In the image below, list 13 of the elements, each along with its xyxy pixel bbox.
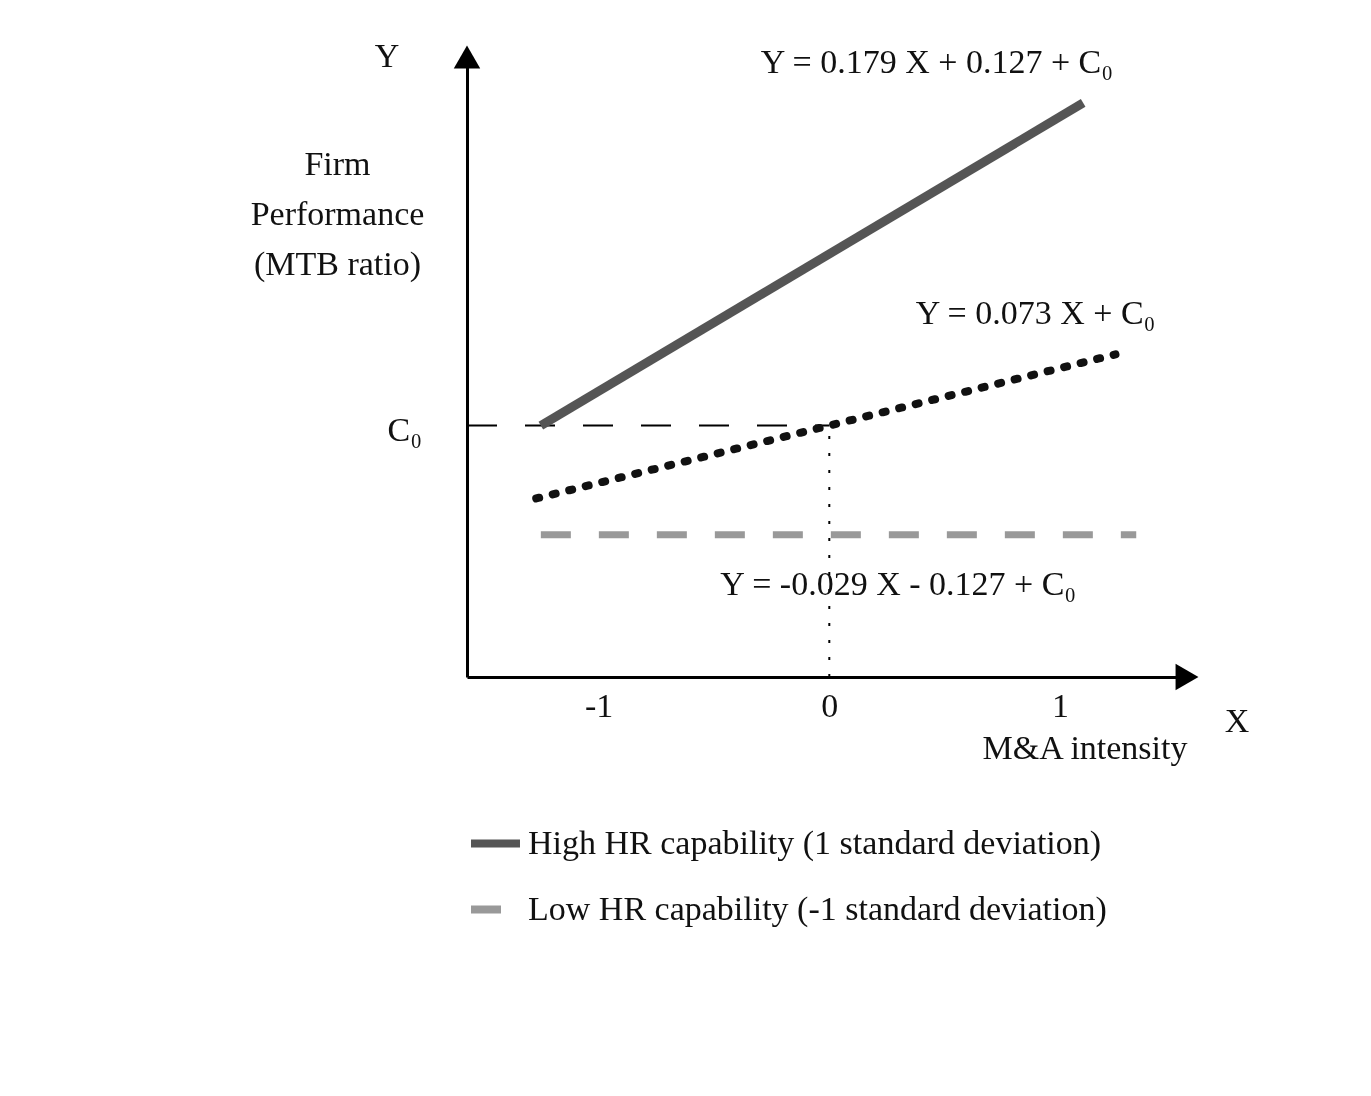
annotation: Y = 0.073 X + C₀ (915, 294, 1156, 332)
text: X (1224, 702, 1250, 739)
text: Y (374, 37, 400, 74)
annotation: Y = -0.029 X - 0.127 + C₀ (720, 564, 1077, 602)
x-tick-label: 0 (821, 686, 839, 724)
legend-label: Low HR capability (-1 standard deviation) (528, 889, 1107, 928)
ref-line-label: C₀ (387, 410, 422, 448)
x-tick-label: -1 (584, 686, 614, 724)
x-tick-label: 1 (1052, 686, 1070, 724)
legend-label: High HR capability (1 standard deviation) (528, 823, 1102, 862)
x-axis-title: M&A intensity (982, 728, 1188, 766)
annotation: Y = 0.179 X + 0.127 + C₀ (760, 42, 1114, 80)
y-axis-title: Firm Performance (MTB ratio) (250, 144, 425, 283)
